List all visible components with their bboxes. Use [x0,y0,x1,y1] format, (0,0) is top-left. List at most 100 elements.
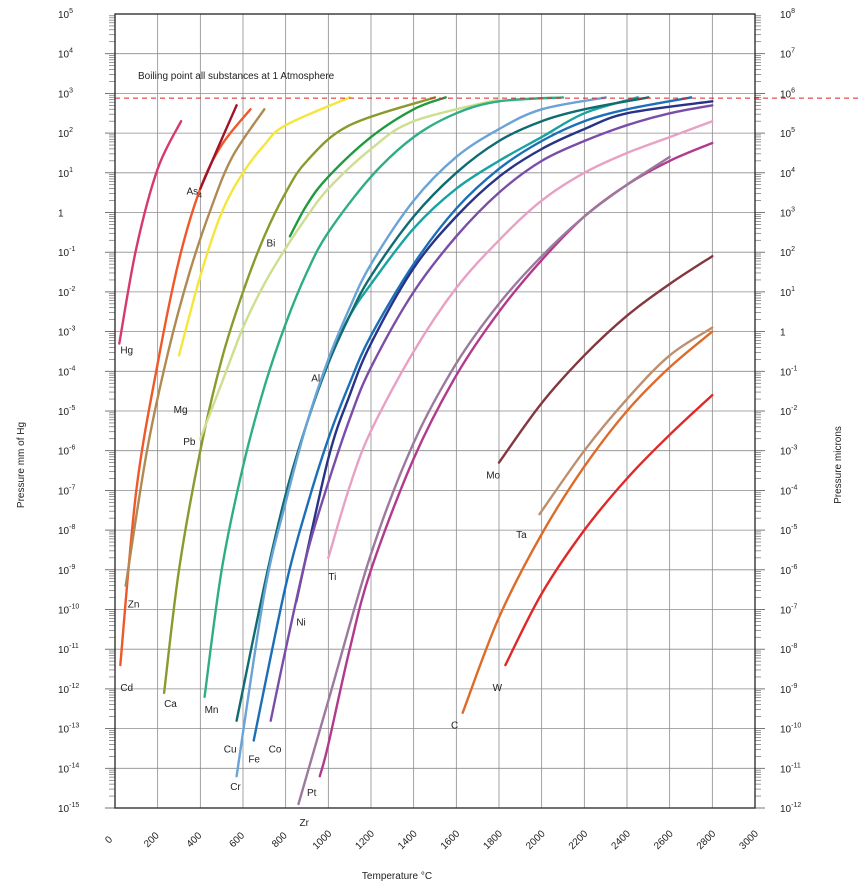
y-tick-left-label-exponent: -11 [69,643,79,650]
y-tick-right-label: 10-4 [780,484,797,497]
series-label-pb: Pb [183,437,196,448]
y-tick-right-label: 10-6 [780,564,797,577]
y-tick-right-label-exponent: -12 [791,802,801,809]
series-label-fe: Fe [248,754,260,765]
y-tick-right-label: 101 [780,286,795,299]
y-axis-left-title: Pressure mm of Hg [16,422,27,508]
y-tick-right-label: 104 [780,167,795,180]
y-axis-right-title: Pressure microns [833,426,844,504]
x-tick-label: 2400 [609,828,633,852]
y-tick-left-label-exponent: 3 [69,87,73,94]
x-tick-label: 2200 [567,828,591,852]
series-label-w: W [493,683,503,694]
series-label-hg: Hg [120,345,133,356]
y-tick-right-label-exponent: 3 [791,207,795,214]
series-line-bi [288,96,447,238]
y-tick-left-label-exponent: -3 [69,326,75,333]
series-label-mn: Mn [205,705,219,716]
x-tick-label: 1400 [396,828,420,852]
series-label-mo: Mo [486,471,500,482]
y-tick-left-label-exponent: -13 [69,723,79,730]
y-tick-left-label-exponent: 5 [69,8,73,15]
y-tick-right-label-exponent: -6 [791,564,797,571]
series-line-co [269,104,714,722]
y-tick-right-label-exponent: 4 [791,167,795,174]
y-axis-right-ticks: 108107106105104103102101110-110-210-310-… [780,8,801,815]
plot-frame [114,13,756,809]
y-tick-right-label: 108 [780,8,795,21]
y-tick-right-label-exponent: 1 [791,286,795,293]
y-tick-left-label-exponent: 4 [69,48,73,55]
series-line-cd [119,108,252,667]
y-tick-right-label: 10-2 [780,405,797,418]
y-tick-left-label-exponent: -7 [69,484,75,491]
series-line-zr [297,155,671,806]
series-line-ta [538,326,714,516]
y-tick-left-label-exponent: -6 [69,445,75,452]
series-label-cd: Cd [120,683,133,694]
y-tick-right-label-exponent: -8 [791,643,797,650]
y-tick-left-label-exponent: -1 [69,246,75,253]
x-axis-title: Temperature °C [362,871,432,882]
series-line-ti [327,120,714,560]
y-tick-right-label-exponent: -7 [791,604,797,611]
series-label-cu: Cu [224,744,237,755]
series-line-ca [162,96,437,695]
y-tick-left-label-exponent: 2 [69,127,73,134]
y-tick-left-label: 103 [58,87,73,100]
y-tick-right-label-exponent: 6 [791,87,795,94]
y-tick-left-label: 10-7 [58,484,75,497]
y-tick-left-label: 10-1 [58,246,75,259]
y-tick-left-label: 105 [58,8,73,21]
y-tick-right-label-exponent: -2 [791,405,797,412]
series-line-mo [497,255,714,464]
y-tick-left-label: 10-14 [58,762,79,775]
series-label-ti: Ti [328,572,336,583]
y-tick-right-label: 10-7 [780,604,797,617]
x-tick-label: 2800 [695,828,719,852]
y-tick-right-label-exponent: 8 [791,8,795,15]
y-tick-left-label: 10-15 [58,802,79,815]
series-label-ni: Ni [296,617,305,628]
x-tick-label: 2000 [524,828,548,852]
series-line-w [504,393,714,667]
series-label-cr: Cr [230,782,241,793]
series-line-as [199,104,238,190]
series-label-ta: Ta [516,530,527,541]
x-tick-label: 600 [227,830,247,850]
y-tick-left-label: 104 [58,48,73,61]
y-tick-left-label-exponent: -8 [69,524,75,531]
x-tick-label: 1600 [439,828,463,852]
series-label-subscript: 4 [198,193,202,200]
series-line-al [327,96,639,361]
x-tick-label: 1000 [311,828,335,852]
y-tick-left-label-exponent: -12 [69,683,79,690]
x-tick-label: 200 [142,830,162,850]
y-tick-right-label: 10-11 [780,762,801,775]
series-line-hg [118,120,183,345]
y-tick-right-label-exponent: -1 [791,365,797,372]
y-tick-right-label: 10-8 [780,643,797,656]
y-tick-left-label-exponent: -9 [69,564,75,571]
series-lines [118,96,714,806]
y-tick-right-label-exponent: 5 [791,127,795,134]
series-line-c [461,330,714,714]
x-tick-label: 800 [270,830,290,850]
y-tick-left-label: 10-12 [58,683,79,696]
y-axis-left-ticks: 105104103102101110-110-210-310-410-510-6… [58,8,79,815]
y-tick-right-label: 10-5 [780,524,797,537]
y-tick-left-label: 10-13 [58,723,79,736]
y-tick-left-label: 10-11 [58,643,79,656]
y-tick-left-label-exponent: -5 [69,405,75,412]
y-tick-right-label: 10-3 [780,445,797,458]
boiling-point-annotation: Boiling point all substances at 1 Atmosp… [138,71,335,82]
y-tick-left-label-exponent: -15 [69,802,79,809]
y-tick-left-label: 10-8 [58,524,75,537]
x-axis-ticks: 0 200 400 600 800 1000 1200 1400 1600 1800 2000 220… [103,828,761,852]
y-tick-left-label: 10-3 [58,326,75,339]
y-tick-left-label: 1 [58,209,64,220]
y-tick-left-label: 10-6 [58,445,75,458]
x-tick-label: 1800 [481,828,505,852]
